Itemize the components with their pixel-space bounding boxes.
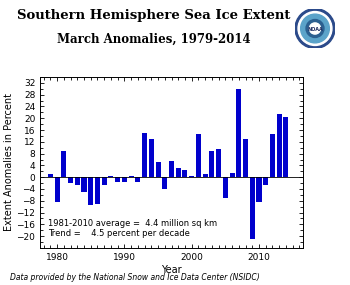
Bar bbox=[243, 139, 248, 177]
Bar bbox=[176, 168, 181, 177]
Circle shape bbox=[298, 12, 332, 45]
Text: 1981-2010 average =  4.4 million sq km: 1981-2010 average = 4.4 million sq km bbox=[48, 219, 217, 228]
Text: Southern Hemisphere Sea Ice Extent: Southern Hemisphere Sea Ice Extent bbox=[17, 9, 291, 22]
Bar bbox=[128, 176, 134, 177]
Bar bbox=[61, 151, 66, 177]
Bar bbox=[284, 117, 288, 177]
X-axis label: Year: Year bbox=[161, 264, 182, 274]
Bar bbox=[169, 161, 174, 177]
Y-axis label: Extent Anomalies in Percent: Extent Anomalies in Percent bbox=[4, 93, 14, 231]
Bar bbox=[182, 170, 188, 177]
Bar bbox=[135, 177, 140, 182]
Bar bbox=[75, 177, 80, 185]
Bar bbox=[115, 177, 120, 182]
Bar bbox=[108, 176, 113, 177]
Bar bbox=[149, 139, 154, 177]
Text: Trend =    4.5 percent per decade: Trend = 4.5 percent per decade bbox=[48, 229, 190, 238]
Circle shape bbox=[301, 14, 329, 43]
Bar bbox=[95, 177, 100, 204]
Text: Data provided by the National Snow and Ice Data Center (NSIDC): Data provided by the National Snow and I… bbox=[10, 273, 260, 282]
Text: NOAA: NOAA bbox=[307, 27, 323, 32]
Bar bbox=[196, 135, 201, 177]
Bar bbox=[142, 133, 147, 177]
Bar bbox=[203, 174, 208, 177]
Bar bbox=[209, 151, 215, 177]
Bar bbox=[257, 177, 261, 202]
Bar bbox=[88, 177, 93, 205]
Bar bbox=[263, 177, 268, 185]
Bar bbox=[270, 135, 275, 177]
Bar bbox=[189, 176, 194, 177]
Bar bbox=[276, 114, 282, 177]
Bar bbox=[82, 177, 86, 192]
Circle shape bbox=[309, 23, 321, 34]
Circle shape bbox=[306, 19, 324, 37]
Bar bbox=[122, 177, 127, 182]
Bar bbox=[236, 89, 242, 177]
Bar bbox=[230, 173, 235, 177]
Bar bbox=[68, 177, 73, 183]
Bar bbox=[216, 149, 221, 177]
Circle shape bbox=[295, 9, 335, 48]
Bar bbox=[155, 162, 161, 177]
Bar bbox=[250, 177, 255, 239]
Bar bbox=[223, 177, 228, 198]
Bar bbox=[48, 174, 53, 177]
Bar bbox=[162, 177, 167, 189]
Text: March Anomalies, 1979-2014: March Anomalies, 1979-2014 bbox=[57, 33, 251, 46]
Bar bbox=[102, 177, 107, 185]
Bar bbox=[55, 177, 60, 202]
